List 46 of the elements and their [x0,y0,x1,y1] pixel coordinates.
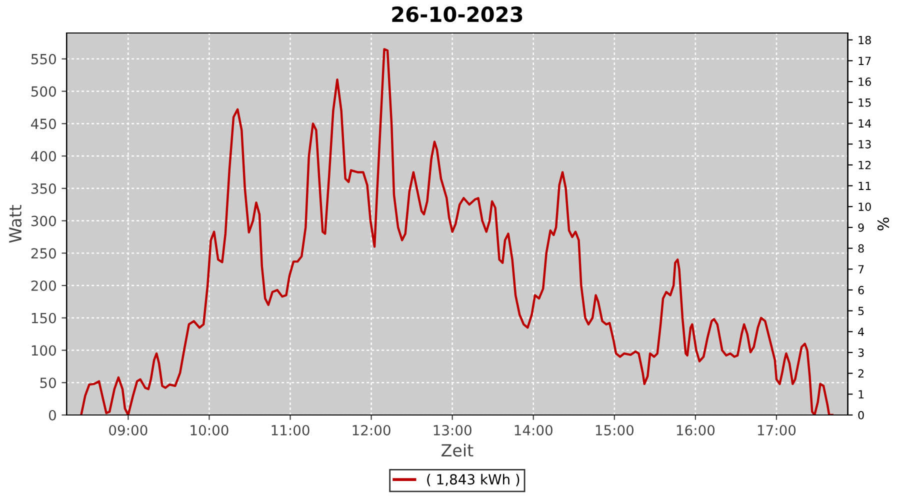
chart-title: 26-10-2023 [392,6,522,22]
y-tick-label: 400 [31,150,56,162]
y-tick-label: 100 [32,345,56,356]
y2-tick-label: 16 [858,78,871,86]
y-tick-label: 50 [40,378,56,388]
y2-tick-label: 0 [858,410,864,420]
y2-tick-label: 1 [858,390,864,398]
x-tick-label: 14:00 [514,424,552,436]
y2-tick-label: 12 [858,160,871,170]
y2-tick-label: 2 [858,369,864,378]
y2-tick-label: 5 [858,306,864,316]
y2-tick-label: 17 [858,56,871,65]
y-axis-title: Watt [9,205,22,243]
x-tick-label: 10:00 [190,424,228,436]
legend-label: ( 1,843 kWh ) [427,474,520,486]
y-tick-label: 450 [31,118,56,130]
x-tick-label: 12:00 [352,424,390,436]
y2-tick-label: 6 [858,286,864,294]
x-tick-label: 09:00 [109,424,148,436]
y-tick-label: 500 [31,86,56,97]
x-tick-label: 13:00 [434,424,472,436]
y-tick-label: 550 [31,54,56,64]
y2-tick-label: 4 [858,328,864,336]
y2-tick-label: 7 [858,265,864,274]
y2-tick-label: 10 [858,202,871,211]
y2-tick-label: 8 [858,244,864,253]
y2-tick-label: 14 [858,119,872,128]
y-tick-label: 0 [48,410,56,420]
y-tick-label: 300 [31,216,56,226]
y2-tick-label: 13 [858,140,871,148]
x-tick-label: 16:00 [676,424,715,436]
y2-axis-title: % [877,218,890,230]
y2-tick-label: 11 [858,182,871,190]
y-tick-label: 150 [32,312,56,324]
line-series [80,48,834,415]
y2-tick-label: 15 [858,98,871,107]
x-axis-title: Zeit [442,444,474,457]
y-tick-label: 200 [31,280,56,291]
y2-tick-label: 9 [858,223,864,232]
y-tick-label: 350 [31,183,56,194]
y-tick-label: 250 [31,248,56,259]
y2-tick-label: 18 [858,36,871,44]
x-tick-label: 11:00 [272,424,310,436]
x-tick-label: 15:00 [596,424,634,436]
y2-tick-label: 3 [858,348,864,357]
x-tick-label: 17:00 [758,424,796,436]
